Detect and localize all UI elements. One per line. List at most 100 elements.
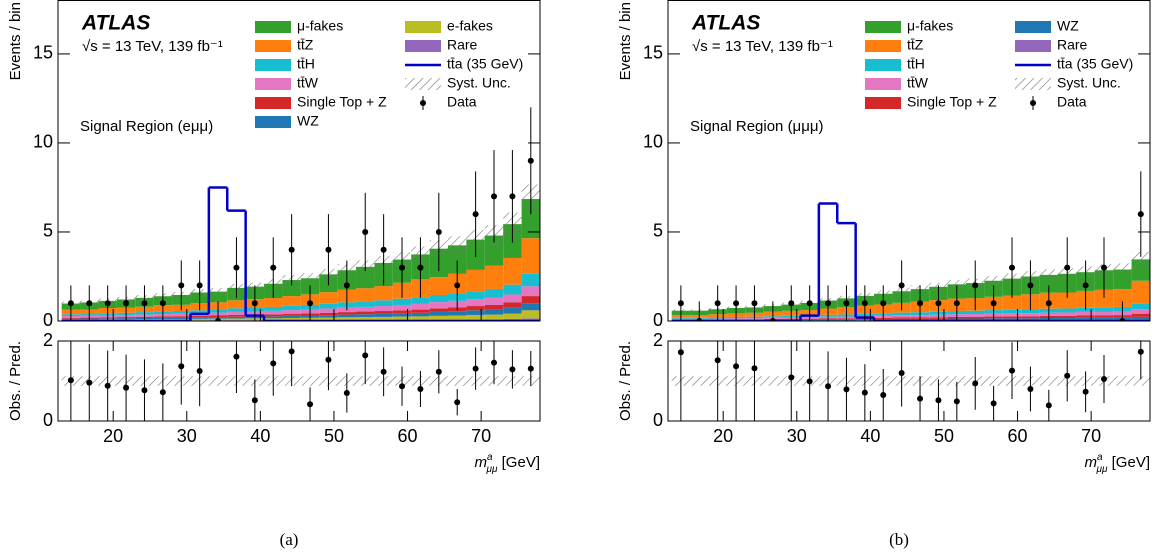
data-point	[343, 282, 350, 289]
ratio-point	[196, 368, 203, 374]
stack-segment	[484, 297, 504, 305]
stack-segment	[337, 312, 357, 315]
legend-swatch	[255, 78, 291, 90]
stack-segment	[356, 317, 375, 320]
ratio-syst-band	[947, 376, 967, 386]
data-point	[935, 300, 942, 307]
data-point	[435, 228, 442, 235]
energy-label: √s = 13 TeV, 139 fb⁻¹	[82, 38, 223, 55]
stack-segment	[1002, 318, 1022, 321]
stack-segment	[466, 306, 485, 311]
stack-segment	[1113, 289, 1132, 307]
legend-swatch	[420, 100, 426, 106]
stack-segment	[319, 312, 338, 316]
stack-segment	[1131, 316, 1150, 320]
ratio-y-axis-label: Obs. / Pred.	[7, 341, 24, 421]
ratio-point	[435, 368, 442, 375]
stack-segment	[429, 302, 449, 309]
legend-label: Single Top + Z	[907, 94, 997, 110]
ratio-point	[806, 378, 813, 385]
legend-swatch	[1015, 40, 1051, 52]
stack-segment	[282, 305, 301, 311]
stack-segment	[1076, 311, 1095, 316]
x-axis-label: ma μμ [GeV]	[1084, 452, 1150, 475]
stack-segment	[466, 299, 485, 307]
x-label-sub: μμ	[1096, 464, 1108, 475]
y-axis-label: Events / bin	[617, 2, 634, 80]
ratio-point	[325, 356, 332, 363]
ratio-y-axis-label: Obs. / Pred.	[617, 341, 634, 421]
ratio-point	[1045, 402, 1052, 409]
data-point	[527, 157, 534, 164]
legend-label: tt̄a (35 GeV)	[447, 56, 523, 72]
ratio-point	[491, 359, 498, 366]
legend-swatch	[1030, 100, 1036, 106]
data-point	[788, 300, 795, 307]
stack-segment	[1021, 313, 1040, 317]
stack-segment	[1094, 307, 1114, 312]
stack-segment	[1002, 316, 1022, 319]
stack-segment	[264, 310, 283, 315]
stack-segment	[1058, 312, 1077, 316]
ratio-syst-band	[984, 376, 1003, 386]
data-point	[898, 282, 905, 289]
stack-segment	[521, 286, 540, 297]
legend-swatch	[865, 97, 901, 109]
legend-swatch	[405, 21, 441, 33]
stack-segment	[966, 314, 985, 317]
legend-swatch	[255, 59, 291, 71]
stack-segment	[1131, 280, 1150, 304]
legend-label: Rare	[1057, 37, 1088, 53]
y-tick-label: 0	[43, 310, 53, 330]
ratio-plot	[671, 341, 1150, 421]
ratio-y-tick-label: 2	[43, 330, 53, 350]
stack-segment	[190, 318, 209, 321]
stack-segment	[484, 309, 504, 315]
ratio-point	[104, 382, 111, 389]
stack-segment	[503, 307, 522, 314]
ratio-point	[1009, 367, 1016, 374]
stack-segment	[227, 311, 246, 315]
data-point	[806, 300, 813, 307]
legend-label: tt̄Z	[297, 37, 314, 53]
ratio-point	[733, 363, 740, 370]
ratio-point	[343, 390, 350, 396]
legend-swatch	[405, 40, 441, 52]
x-tick-label: 60	[1008, 426, 1028, 446]
data-point	[509, 193, 516, 200]
stack-segment	[264, 318, 283, 321]
stack-segment	[1002, 313, 1022, 317]
data-point	[270, 264, 277, 271]
legend-label: Single Top + Z	[297, 94, 387, 110]
stack-segment	[374, 313, 393, 317]
stack-segment	[190, 315, 209, 318]
ratio-point	[159, 389, 166, 396]
data-point	[104, 300, 111, 307]
legend-label: tt̄a (35 GeV)	[1057, 56, 1133, 72]
legend-swatch	[255, 97, 291, 109]
main-plot	[671, 171, 1150, 321]
stack-segment	[319, 317, 338, 320]
data-point	[491, 193, 498, 200]
stack-segment	[356, 288, 375, 302]
ratio-point	[362, 352, 369, 359]
stack-segment	[282, 315, 301, 318]
caption: (a)	[280, 530, 299, 549]
data-point	[141, 300, 148, 307]
data-point	[1009, 264, 1016, 271]
stack-segment	[429, 315, 449, 320]
stack-segment	[264, 316, 283, 319]
x-tick-label: 40	[250, 426, 270, 446]
data-point	[677, 300, 684, 307]
legend-swatch	[865, 59, 901, 71]
stack-segment	[521, 318, 540, 321]
data-point	[917, 300, 924, 307]
x-label-sup: a	[487, 452, 493, 463]
stack-segment	[503, 284, 522, 295]
legend-label: μ-fakes	[297, 18, 343, 34]
ratio-point	[472, 365, 479, 372]
ratio-plot	[61, 341, 540, 421]
ratio-point	[751, 365, 758, 372]
